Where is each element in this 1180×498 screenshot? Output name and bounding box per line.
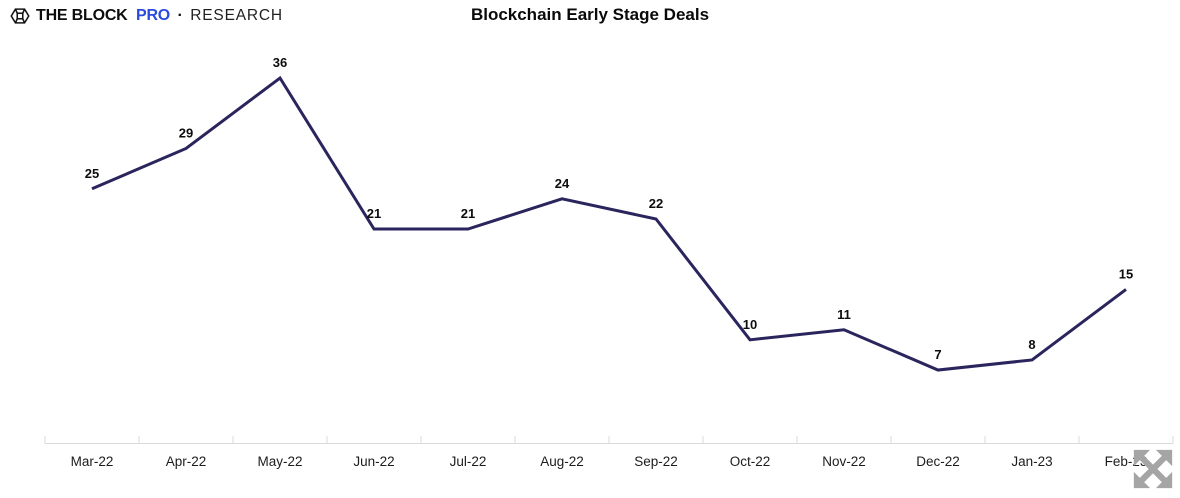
logo-pro: PRO xyxy=(135,7,171,24)
data-label: 21 xyxy=(367,206,381,221)
x-axis-label: Dec-22 xyxy=(916,454,960,469)
expand-arrows-icon[interactable] xyxy=(1130,446,1176,492)
x-axis-label: Mar-22 xyxy=(71,454,114,469)
chart-title: Blockchain Early Stage Deals xyxy=(470,5,710,24)
x-axis-label: Aug-22 xyxy=(540,454,584,469)
data-label: 21 xyxy=(461,206,475,221)
data-label: 7 xyxy=(934,347,941,362)
deals-line-series xyxy=(91,75,1127,372)
logo-research: RESEARCH xyxy=(190,7,283,24)
data-label: 15 xyxy=(1119,266,1133,281)
data-label: 25 xyxy=(85,166,99,181)
data-label: 24 xyxy=(555,176,570,191)
x-axis-label: Nov-22 xyxy=(822,454,866,469)
logo: THE BLOCK PRO · RESEARCH xyxy=(9,4,283,28)
x-axis-label: Apr-22 xyxy=(166,454,207,469)
x-axis-label: Oct-22 xyxy=(730,454,771,469)
x-axis-label: Jul-22 xyxy=(450,454,487,469)
block-cube-hexagon-icon xyxy=(10,8,30,24)
data-label: 36 xyxy=(273,55,287,70)
data-label: 22 xyxy=(649,196,663,211)
x-axis-label: Jan-23 xyxy=(1011,454,1052,469)
data-label: 11 xyxy=(837,307,851,322)
x-axis-label: Sep-22 xyxy=(634,454,678,469)
logo-text: THE BLOCK PRO · RESEARCH xyxy=(36,4,283,28)
x-axis-label: May-22 xyxy=(257,454,302,469)
data-label: 8 xyxy=(1028,337,1035,352)
data-label: 10 xyxy=(743,317,757,332)
logo-separator: · xyxy=(177,7,183,24)
x-axis-label: Jun-22 xyxy=(353,454,394,469)
data-label: 29 xyxy=(179,125,193,140)
logo-brand: THE BLOCK xyxy=(36,7,128,24)
